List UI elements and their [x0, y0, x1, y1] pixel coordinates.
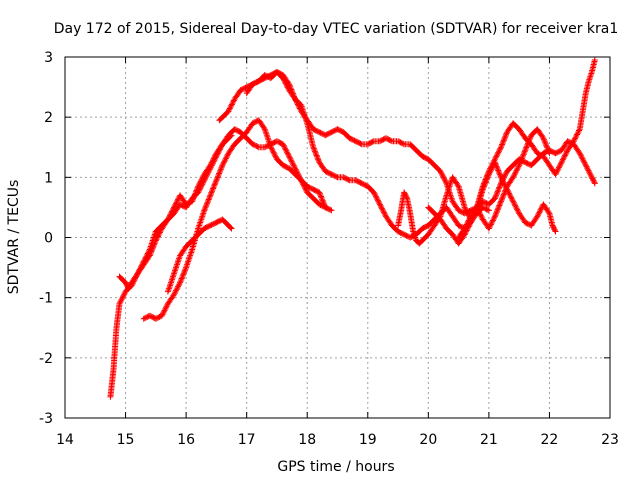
- marker-path: [455, 126, 553, 241]
- x-tick-label: 21: [480, 432, 498, 448]
- x-tick-label: 23: [601, 432, 619, 448]
- x-tick-label: 20: [419, 432, 437, 448]
- x-tick-label: 18: [298, 432, 316, 448]
- y-tick-label: -2: [39, 351, 53, 367]
- marker-path: [243, 69, 492, 241]
- marker-path: [164, 216, 235, 295]
- plot-frame: [64, 56, 611, 419]
- x-tick-label: 16: [177, 432, 195, 448]
- x-tick-label: 17: [238, 432, 256, 448]
- y-axis-label: SDTVAR / TECUs: [6, 180, 22, 295]
- data-points: [107, 57, 598, 400]
- x-tick-label: 19: [359, 432, 377, 448]
- x-tick-label: 22: [541, 432, 559, 448]
- series-track-6: [243, 69, 492, 241]
- series-track-4: [164, 216, 235, 295]
- y-tick-label: 0: [44, 231, 53, 247]
- y-tick-label: 2: [44, 110, 53, 126]
- x-tick-label: 14: [56, 432, 74, 448]
- chart-title: Day 172 of 2015, Sidereal Day-to-day VTE…: [54, 21, 619, 37]
- y-tick-label: 1: [44, 170, 53, 186]
- y-tick-label: 3: [44, 50, 53, 66]
- x-tick-label: 15: [117, 432, 135, 448]
- x-axis-label: GPS time / hours: [277, 459, 394, 475]
- series-track-9: [455, 126, 553, 241]
- y-tick-label: -3: [39, 411, 53, 427]
- series-track-3: [140, 117, 335, 322]
- y-tick-label: -1: [39, 291, 53, 307]
- marker-path: [140, 117, 335, 322]
